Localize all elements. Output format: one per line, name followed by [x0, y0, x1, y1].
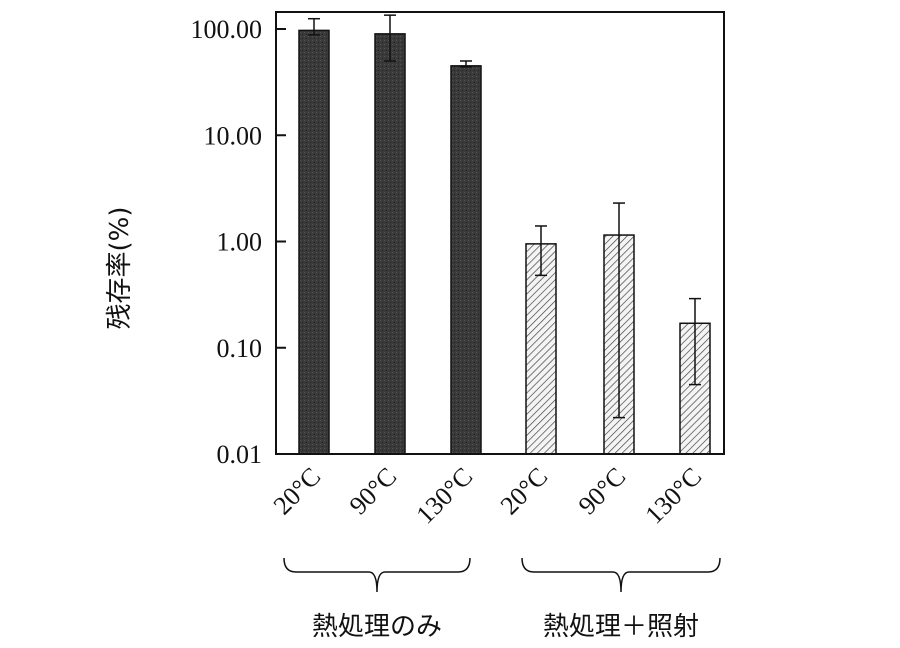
- category-label: 20°C: [268, 462, 327, 521]
- category-label: 90°C: [573, 462, 632, 521]
- y-axis-ticks: 100.00 10.00 1.00 0.10 0.01: [191, 15, 286, 469]
- bar: [374, 33, 406, 455]
- group-label: 熱処理のみ: [312, 612, 442, 642]
- y-axis-title: 残存率(%): [105, 207, 135, 330]
- group-braces: 熱処理のみ 熱処理＋照射: [283, 557, 721, 642]
- bars: [298, 29, 711, 455]
- category-label: 90°C: [344, 462, 403, 521]
- category-labels: 20°C 90°C 130°C 20°C 90°C 130°C: [268, 462, 708, 530]
- error-bars: [308, 14, 701, 419]
- category-label: 130°C: [640, 462, 708, 530]
- plot-frame: [275, 11, 725, 455]
- group-brace: [521, 557, 721, 593]
- y-tick-label: 0.01: [217, 440, 263, 469]
- y-axis-label: 残存率(%): [105, 207, 135, 330]
- y-tick-label: 0.10: [217, 334, 263, 363]
- bar: [298, 29, 330, 455]
- y-tick-label: 1.00: [217, 228, 263, 257]
- bar: [450, 65, 482, 455]
- group-brace: [283, 557, 471, 593]
- bar: [525, 243, 557, 455]
- category-label: 20°C: [495, 462, 554, 521]
- group-label: 熱処理＋照射: [543, 612, 699, 642]
- y-tick-label: 100.00: [191, 15, 263, 44]
- y-tick-label: 10.00: [204, 121, 263, 150]
- category-label: 130°C: [411, 462, 479, 530]
